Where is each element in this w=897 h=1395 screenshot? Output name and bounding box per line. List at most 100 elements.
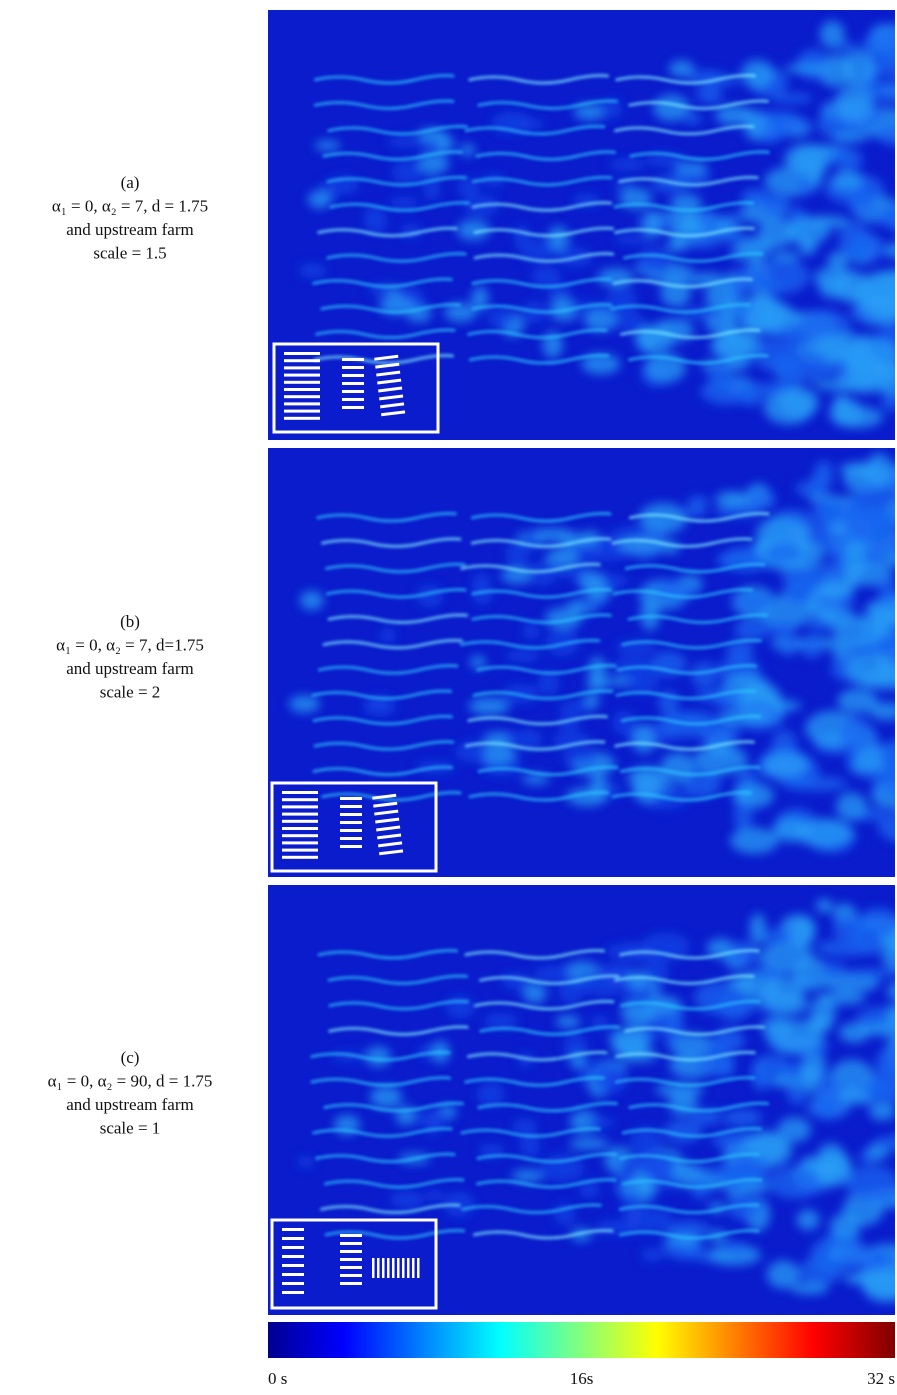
vortex (425, 1190, 444, 1201)
vortex (842, 547, 867, 578)
vortex (514, 225, 531, 248)
vortex (299, 263, 327, 278)
turbine (282, 805, 318, 808)
vortex (844, 1274, 881, 1284)
turbine (282, 1237, 304, 1240)
vortex (731, 268, 764, 283)
vortex (834, 615, 884, 648)
vortex (609, 158, 646, 171)
turbine (340, 1266, 362, 1269)
vortex (723, 1109, 762, 1127)
vortex (761, 123, 781, 144)
vortex (798, 236, 817, 256)
vortex (779, 635, 796, 656)
turbine (372, 1258, 375, 1278)
vortex (773, 1076, 804, 1087)
vortex (836, 792, 867, 820)
turbine (282, 791, 318, 794)
turbine (282, 1273, 304, 1276)
turbine (340, 837, 362, 840)
vortex (815, 1159, 851, 1187)
turbine (382, 1258, 385, 1278)
vortex (801, 634, 824, 659)
flow-field (268, 885, 897, 1315)
flow-field (268, 448, 897, 877)
vortex (512, 1118, 537, 1135)
vortex (626, 971, 650, 988)
vortex (770, 620, 796, 639)
turbine (342, 366, 364, 369)
vortex (308, 191, 332, 209)
turbine (284, 402, 320, 405)
vortex (838, 221, 869, 258)
vortex (562, 751, 598, 764)
vortex (816, 899, 833, 913)
turbine (284, 410, 320, 413)
vortex (734, 798, 753, 832)
turbine (282, 856, 318, 859)
turbine (402, 1258, 405, 1278)
vortex (633, 774, 661, 802)
vortex (812, 496, 841, 523)
turbine (340, 821, 362, 824)
vortex (472, 573, 490, 593)
vortex (766, 542, 802, 563)
turbine (340, 1274, 362, 1277)
panel-label: (b) (120, 612, 140, 631)
vortex (842, 50, 877, 87)
caption-line: α₁ = 0, α₂ = 7, d=1.75 (56, 636, 204, 655)
turbine (284, 352, 320, 355)
vortex (365, 1046, 390, 1066)
turbine (282, 1228, 304, 1231)
turbine (342, 358, 364, 361)
vortex (764, 390, 814, 425)
vortex (511, 1169, 543, 1182)
turbine (340, 829, 362, 832)
turbine (342, 374, 364, 377)
vortex (534, 966, 571, 982)
vortex (777, 1117, 811, 1143)
vortex (520, 1134, 541, 1157)
vortex (483, 1013, 518, 1029)
turbine (282, 1255, 304, 1258)
vortex (523, 983, 547, 1003)
vortex (741, 60, 775, 89)
vortex (688, 496, 710, 506)
vortex (716, 551, 764, 570)
vortex (559, 701, 592, 717)
vortex (522, 623, 539, 639)
vortex (749, 913, 766, 944)
vortex (831, 171, 864, 191)
vortex (315, 141, 341, 151)
vortex (548, 226, 569, 251)
vortex (838, 1247, 889, 1267)
turbine (284, 381, 320, 384)
turbine (340, 1258, 362, 1261)
vortex (791, 776, 847, 791)
figure: (a)α₁ = 0, α₂ = 7, d = 1.75and upstream … (0, 0, 897, 1390)
vortex (752, 1057, 768, 1091)
turbine (282, 1291, 304, 1294)
vortex (865, 453, 893, 488)
panel-label: (c) (121, 1048, 140, 1067)
turbine (340, 845, 362, 848)
colorbar (268, 1322, 895, 1358)
turbine (282, 1264, 304, 1267)
colorbar-tick-label: 16s (570, 1369, 594, 1388)
turbine (392, 1258, 395, 1278)
vortex (696, 85, 723, 104)
caption-line: scale = 2 (100, 683, 161, 702)
caption-line: α₁ = 0, α₂ = 90, d = 1.75 (48, 1072, 213, 1091)
vortex (618, 536, 667, 554)
turbine (282, 820, 318, 823)
turbine (282, 813, 318, 816)
vortex (817, 1074, 842, 1111)
vortex (436, 134, 454, 152)
colorbar-tick-label: 0 s (268, 1369, 287, 1388)
turbine (340, 805, 362, 808)
vortex (833, 395, 851, 412)
vortex (459, 144, 475, 156)
vortex (708, 361, 733, 390)
flow-fields (268, 10, 897, 1315)
vortex (784, 64, 835, 74)
